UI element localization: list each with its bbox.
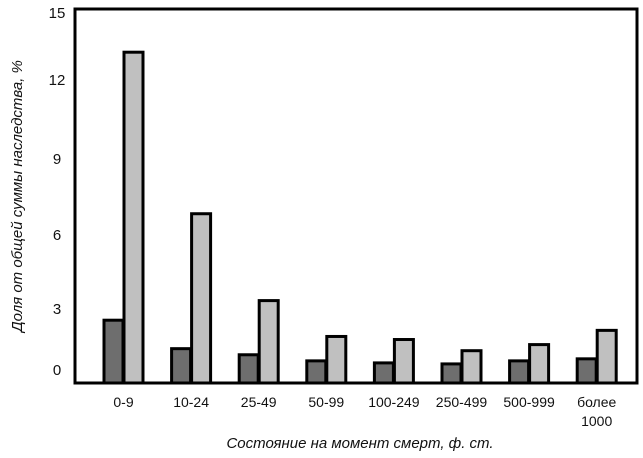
bar-dark-2 [237,353,260,385]
x-tick-label: 50-99 [308,394,344,410]
bar-light-7 [595,328,618,385]
x-tick-label: 25-49 [241,394,277,410]
x-tick-label: 250-499 [436,394,488,410]
y-tick-label: 12 [49,72,66,89]
y-tick-label: 3 [53,301,61,318]
x-axis-title: Состояние на момент смерт, ф. ст. [226,435,493,452]
x-tick-label: 500-999 [503,394,555,410]
bar-dark-5 [440,362,463,385]
x-tick-label: 0-9 [113,394,133,410]
y-axis-title: Доля от общей суммы наследства, % [9,60,26,334]
y-tick-label: 0 [53,362,61,379]
x-tick-label: 100-249 [368,394,420,410]
bar-dark-4 [372,361,395,385]
bar-light-6 [528,343,551,385]
plot-frame [73,7,639,385]
y-tick-label: 9 [53,151,61,168]
bar-light-2 [257,299,280,385]
bar-light-3 [325,334,348,385]
bar-dark-0 [102,318,125,385]
y-tick-label: 6 [53,227,61,244]
bars [102,50,618,385]
x-axis-category-labels: 0-9 10-24 25-49 50-99 100-249 250-499 500-999 б… [113,394,616,429]
bar-dark-3 [305,359,328,385]
bar-light-4 [392,338,415,385]
x-tick-label: 10-24 [173,394,209,410]
y-axis-ticks: 0 3 6 9 12 15 [49,5,66,379]
bar-light-0 [122,50,145,385]
x-tick-label: более 1000 [577,394,616,429]
bar-dark-7 [575,357,598,385]
bar-dark-6 [508,359,531,385]
bar-light-1 [190,212,213,385]
y-tick-label: 15 [49,5,66,22]
bar-dark-1 [170,347,193,385]
bar-light-5 [460,349,483,385]
